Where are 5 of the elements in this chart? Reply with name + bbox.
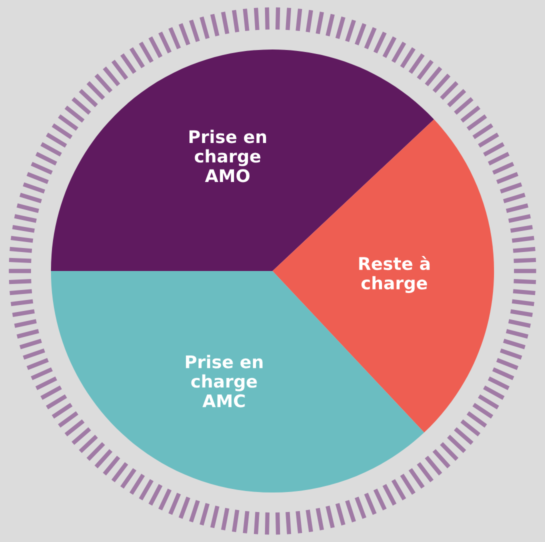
slice-label: Prise en charge AMC: [186, 354, 263, 408]
pie-slice: [272, 119, 494, 432]
pie-slice: [50, 50, 434, 271]
slice-label: Reste à charge: [359, 256, 430, 294]
slice-label: Prise en charge AMO: [189, 130, 266, 182]
